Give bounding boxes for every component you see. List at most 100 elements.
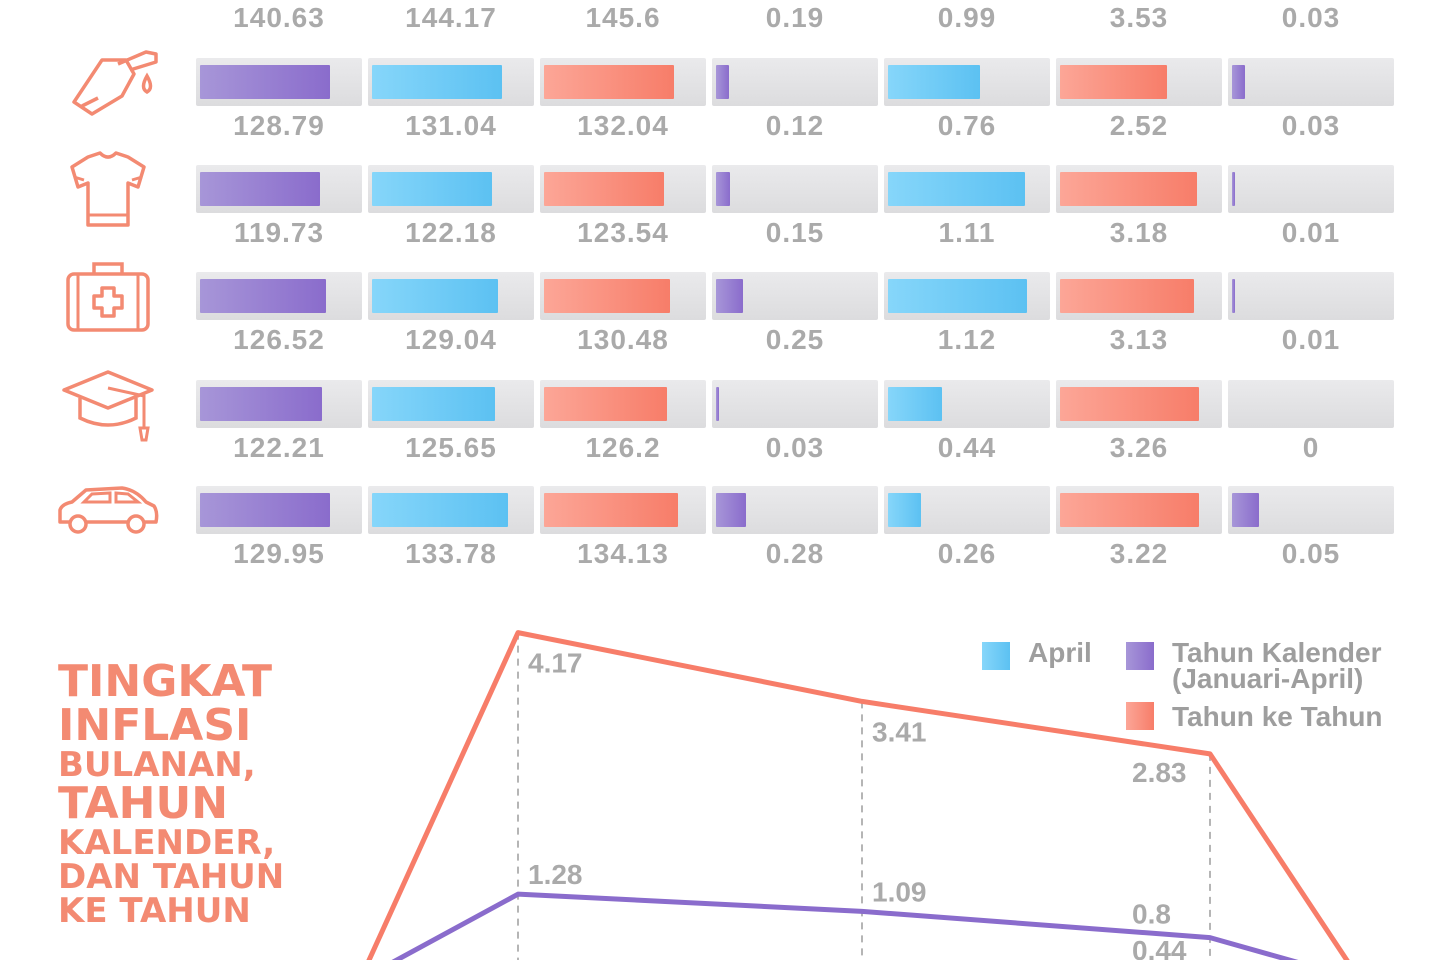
table-value: 0.03	[1281, 2, 1341, 33]
table-value: 2.52	[1109, 110, 1169, 141]
bar-fill	[888, 279, 1027, 313]
bar-cell	[884, 58, 1050, 108]
data-label: 1.09	[872, 876, 927, 907]
bar-fill	[372, 493, 508, 527]
table-value: 144.17	[405, 2, 497, 33]
table-value: 130.48	[577, 324, 669, 355]
table-value: 122.18	[405, 217, 497, 248]
headline-line: TINGKAT	[58, 656, 273, 707]
bar-cell	[368, 272, 534, 322]
bar-fill	[544, 172, 664, 206]
table-value: 0.15	[765, 217, 825, 248]
bar-fill	[1060, 493, 1199, 527]
table-value: 126.2	[585, 432, 661, 463]
bar-fill	[888, 65, 980, 99]
bar-fill	[716, 279, 743, 313]
bar-fill	[716, 387, 719, 421]
bar-track	[1228, 380, 1394, 428]
bar-cell	[1056, 272, 1222, 322]
bar-cell	[1228, 486, 1394, 536]
fuel-nozzle-icon	[52, 40, 164, 120]
bar-track	[712, 165, 878, 213]
table-value: 140.63	[233, 2, 325, 33]
bar-cell	[540, 272, 706, 322]
headline-line: TAHUN	[58, 778, 229, 829]
bar-fill	[372, 172, 492, 206]
table-value: 122.21	[233, 432, 325, 463]
table-row: 128.79 131.04 132.04 0.12 0.76 2.52 0.03	[0, 50, 1440, 168]
tshirt-icon	[52, 147, 164, 227]
bar-fill	[544, 65, 674, 99]
graduation-cap-icon	[52, 362, 164, 442]
bar-fill	[716, 172, 730, 206]
bar-fill	[372, 65, 502, 99]
bar-cell	[196, 380, 362, 430]
bar-track	[1228, 165, 1394, 213]
bar-cell	[368, 58, 534, 108]
bar-fill	[200, 65, 330, 99]
headline-line: KE TAHUN	[58, 891, 251, 931]
table-value: 3.13	[1109, 324, 1169, 355]
bar-cell	[1056, 165, 1222, 215]
table-value: 0.99	[937, 2, 997, 33]
table-value: 3.53	[1109, 2, 1169, 33]
table-value: 125.65	[405, 432, 497, 463]
bar-track	[1228, 58, 1394, 106]
medical-kit-icon	[52, 254, 164, 334]
bar-cell	[884, 486, 1050, 536]
data-label: 0.8	[1132, 899, 1171, 930]
bar-cell	[1056, 58, 1222, 108]
bar-cell	[196, 165, 362, 215]
table-value: 132.04	[577, 110, 669, 141]
table-value: 0.01	[1281, 217, 1341, 248]
bar-fill	[1060, 65, 1167, 99]
data-label: 4.17	[528, 648, 583, 679]
table-value: 3.18	[1109, 217, 1169, 248]
table-row: 140.63 144.17 145.6 0.19 0.99 3.53 0.03	[0, 0, 1440, 110]
table-row: 126.52 129.04 130.48 0.25 1.12 3.13 0.01	[0, 262, 1440, 382]
bar-cell	[368, 380, 534, 430]
bar-cell	[368, 165, 534, 215]
bar-track	[1228, 272, 1394, 320]
table-value: 0.25	[765, 324, 825, 355]
table-value: 0	[1302, 432, 1320, 463]
bar-fill	[200, 387, 322, 421]
data-label: 0.44	[1132, 935, 1187, 960]
bar-cell	[1056, 486, 1222, 536]
bar-fill	[544, 387, 667, 421]
table-value: 126.52	[233, 324, 325, 355]
bar-fill	[372, 387, 495, 421]
bar-fill	[1232, 65, 1245, 99]
table-value: 0.76	[937, 110, 997, 141]
headline-line: BULANAN,	[58, 745, 256, 785]
bar-cell	[712, 486, 878, 536]
headline-line: INFLASI	[58, 700, 252, 751]
table-value: 145.6	[585, 2, 661, 33]
bar-fill	[200, 279, 326, 313]
table-value: 0.26	[937, 538, 997, 569]
bar-cell	[540, 58, 706, 108]
table-value: 0.03	[765, 432, 825, 463]
table-value: 123.54	[577, 217, 669, 248]
headline-title: TINGKAT INFLASI BULANAN, TAHUN KALENDER, DAN …	[58, 656, 308, 931]
bar-cell	[1228, 380, 1394, 430]
headline-line: DAN TAHUN	[58, 857, 285, 897]
series-line	[366, 630, 1350, 960]
bar-cell	[712, 165, 878, 215]
table-value: 0.28	[765, 538, 825, 569]
legend-label-tahun-ke-tahun: Tahun ke Tahun	[1172, 701, 1383, 732]
category-table: 140.63 144.17 145.6 0.19 0.99 3.53 0.03 128.79…	[0, 0, 1440, 569]
legend-label-tahun-kalender: Tahun Kalender	[1172, 637, 1382, 668]
table-value: 0.01	[1281, 324, 1341, 355]
bar-cell	[540, 380, 706, 430]
bar-cell	[1056, 380, 1222, 430]
bar-cell	[1228, 58, 1394, 108]
bar-cell	[884, 272, 1050, 322]
bar-fill	[1232, 279, 1235, 313]
data-label: 3.41	[872, 716, 927, 747]
bar-fill	[544, 279, 670, 313]
bar-cell	[884, 165, 1050, 215]
bar-fill	[1060, 172, 1197, 206]
legend-label-april: April	[1028, 637, 1092, 668]
bar-cell	[712, 58, 878, 108]
